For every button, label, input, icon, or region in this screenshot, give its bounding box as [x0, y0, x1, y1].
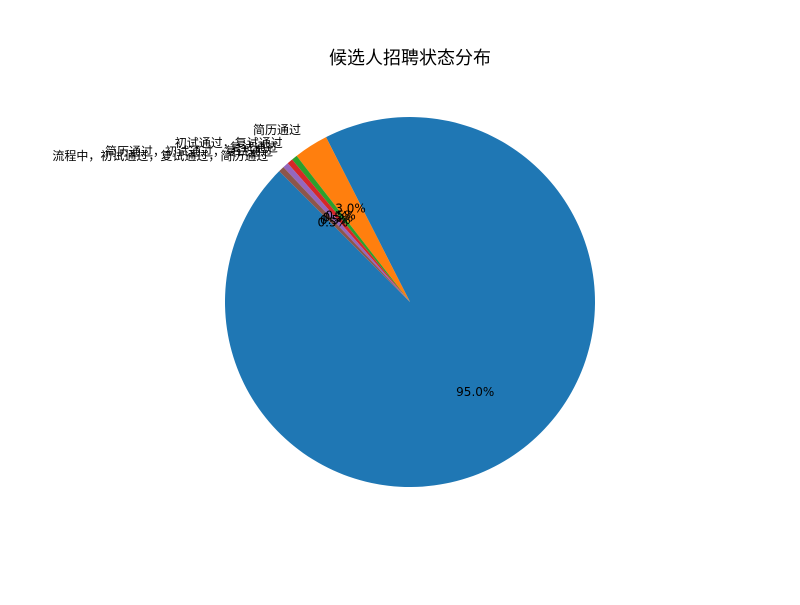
- slice-label-1: 简历通过: [253, 123, 301, 137]
- pie-slice-5: [279, 167, 410, 302]
- pie-slice-3: [287, 159, 410, 302]
- pie-slice-0: [225, 116, 596, 487]
- pie-slices: [225, 116, 596, 487]
- percent-label-5: 0.5%: [318, 215, 349, 229]
- pie-slice-1: [296, 137, 410, 302]
- chart-title: 候选人招聘状态分布: [329, 48, 491, 69]
- pie-slice-2: [292, 155, 410, 302]
- percent-label-4: 0.5%: [320, 213, 351, 227]
- slice-label-5: 流程中，初试通过，复试通过，简历通过: [52, 148, 268, 163]
- slice-label-3: 复试通过: [230, 139, 278, 154]
- slice-label-2: 初试通过，复试通过: [175, 135, 283, 150]
- slice-label-4: 简历通过，初试通过，复试通过: [105, 143, 273, 158]
- percent-label-2: 0.5%: [325, 208, 356, 222]
- percent-label-0: 95.0%: [456, 385, 494, 399]
- percent-label-1: 3.0%: [335, 201, 366, 215]
- slice-labels: 简历通过初试通过，复试通过复试通过简历通过，初试通过，复试通过流程中，初试通过，…: [52, 123, 301, 163]
- percent-label-3: 0.5%: [323, 211, 354, 225]
- pie-slice-4: [283, 163, 410, 302]
- percent-labels: 95.0%3.0%0.5%0.5%0.5%0.5%: [318, 201, 495, 399]
